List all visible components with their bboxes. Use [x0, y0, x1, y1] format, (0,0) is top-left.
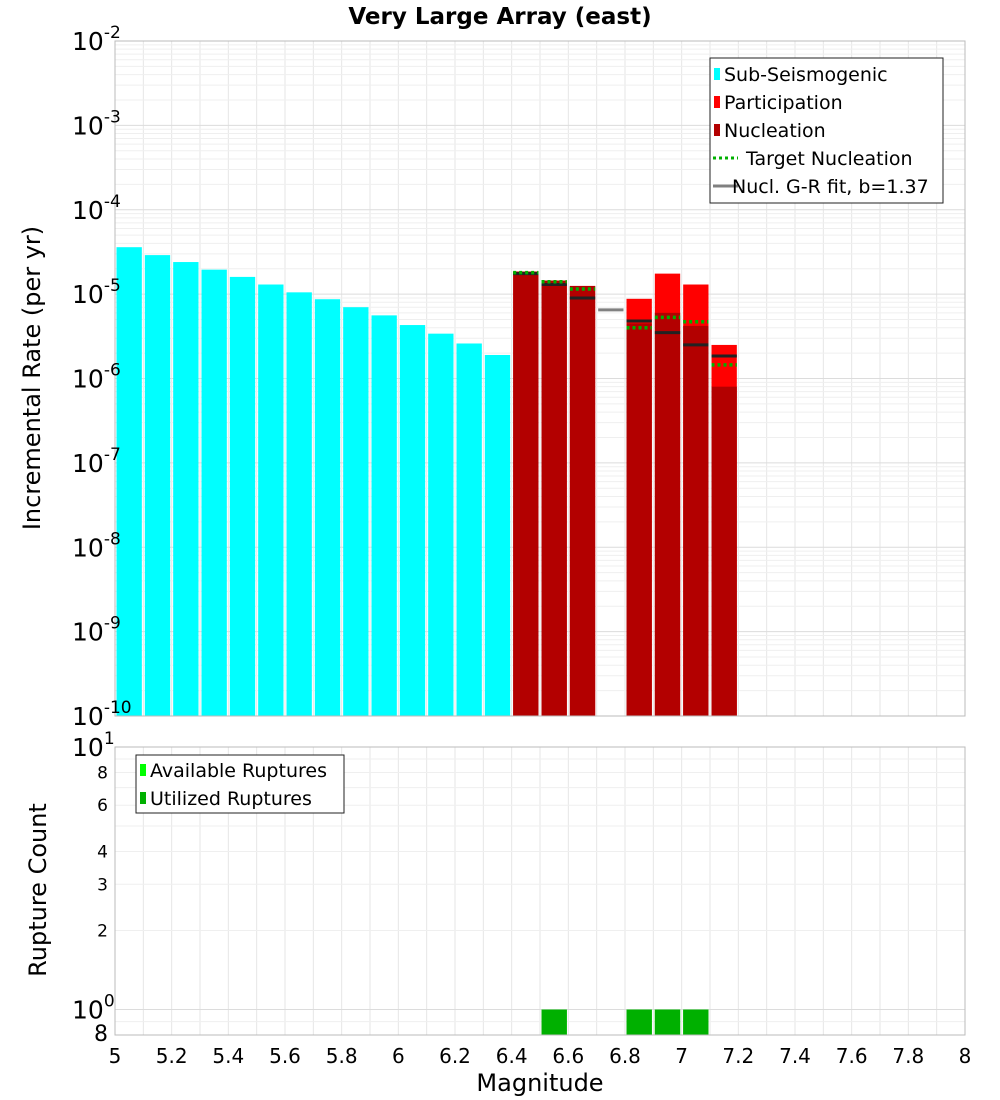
sub-seismogenic-bar: [428, 333, 454, 716]
sub-seismogenic-bar: [343, 307, 369, 716]
bottom-y-tick-label: 8: [94, 1022, 108, 1047]
bottom-y-tick-label: 4: [97, 842, 108, 862]
sub-seismogenic-bar: [116, 247, 142, 716]
bottom-y-tick-label: 8: [97, 763, 108, 783]
nucleation-bar: [683, 325, 709, 716]
legend-swatch: [140, 792, 146, 804]
bottom-y-tick-label: 3: [97, 875, 108, 895]
top-y-tick-label: 10-7: [72, 445, 121, 478]
top-y-tick-label: 10-6: [72, 361, 121, 394]
legend-label: Utilized Ruptures: [150, 788, 312, 810]
x-tick-label: 7.6: [836, 1044, 868, 1068]
bottom-y-tick-label: 6: [97, 796, 108, 816]
x-tick-label: 6.6: [552, 1044, 584, 1068]
bottom-y-tick-label: 101: [72, 729, 115, 762]
utilized-ruptures-bar: [654, 1009, 681, 1035]
x-tick-label: 7.8: [892, 1044, 924, 1068]
sub-seismogenic-bar: [484, 354, 511, 716]
x-tick-label: 5.6: [269, 1044, 301, 1068]
x-tick-label: 8: [959, 1044, 972, 1068]
x-tick-label: 5.2: [156, 1044, 188, 1068]
top-y-tick-label: 10-10: [72, 698, 132, 731]
legend-label: Sub-Seismogenic: [724, 64, 888, 86]
nucleation-bar: [541, 280, 567, 716]
top-y-tick-label: 10-9: [72, 614, 121, 647]
sub-seismogenic-bar: [144, 255, 171, 716]
sub-seismogenic-bar: [286, 292, 312, 716]
bottom-y-tick-label: 100: [72, 992, 115, 1025]
nucleation-bar: [654, 312, 681, 716]
top-y-tick-label: 10-4: [72, 192, 121, 225]
sub-seismogenic-bar: [456, 343, 482, 716]
sub-seismogenic-bar: [201, 269, 227, 716]
x-tick-label: 6.2: [439, 1044, 471, 1068]
bottom-legend-box: [135, 754, 345, 814]
chart-title: Very Large Array (east): [348, 4, 651, 30]
nucleation-bar: [711, 386, 737, 716]
bottom-plot-frame: [114, 746, 966, 1036]
top-y-tick-label: 10-2: [72, 23, 121, 56]
legend-label: Nucl. G-R fit, b=1.37: [732, 176, 929, 198]
top-y-tick-label: 10-5: [72, 276, 121, 309]
legend-swatch: [714, 68, 720, 80]
legend-swatch: [140, 764, 146, 776]
x-tick-label: 5.8: [326, 1044, 358, 1068]
x-tick-label: 5: [109, 1044, 122, 1068]
utilized-ruptures-bar: [683, 1009, 709, 1035]
bottom-y-tick-label: 2: [97, 922, 108, 942]
legend-label: Nucleation: [724, 120, 826, 142]
x-tick-label: 5.4: [212, 1044, 244, 1068]
x-tick-label: 6: [392, 1044, 405, 1068]
sub-seismogenic-bar: [399, 325, 426, 716]
legend-swatch: [714, 96, 720, 108]
utilized-ruptures-bar: [626, 1009, 652, 1035]
nucleation-bar: [626, 323, 652, 716]
top-y-tick-label: 10-3: [72, 107, 121, 140]
utilized-ruptures-bar: [541, 1009, 567, 1035]
top-y-axis-label: Incremental Rate (per yr): [18, 226, 46, 530]
legend-swatch: [714, 124, 720, 136]
legend-label: Participation: [724, 92, 843, 114]
x-tick-label: 7: [675, 1044, 688, 1068]
sub-seismogenic-bar: [371, 315, 397, 716]
top-panel: 10-10 10-9 10-8 10-7 10-6 10-5 10-4 10-3 10-2 Sub…: [72, 23, 966, 731]
nucleation-bar: [513, 271, 539, 716]
x-tick-label: 6.4: [496, 1044, 528, 1068]
top-legend-box: [709, 57, 944, 204]
x-axis-label: Magnitude: [476, 1069, 603, 1097]
legend-label: Available Ruptures: [150, 760, 327, 782]
nucleation-bar: [569, 285, 596, 716]
legend-label: Target Nucleation: [745, 148, 913, 170]
top-plot-frame: [114, 40, 966, 717]
sub-seismogenic-bar: [229, 276, 256, 716]
bottom-legend: Available Ruptures Utilized Ruptures: [135, 754, 345, 814]
x-tick-label: 6.8: [609, 1044, 641, 1068]
top-y-tick-label: 10-8: [72, 529, 121, 562]
sub-seismogenic-bar: [173, 262, 199, 716]
top-legend: Sub-Seismogenic Participation Nucleation Ta…: [709, 57, 944, 204]
sub-seismogenic-bar: [314, 299, 341, 716]
x-tick-label: 7.4: [779, 1044, 811, 1068]
x-tick-label: 7.2: [722, 1044, 754, 1068]
sub-seismogenic-bar: [258, 284, 284, 716]
bottom-y-axis-label: Rupture Count: [24, 803, 52, 977]
